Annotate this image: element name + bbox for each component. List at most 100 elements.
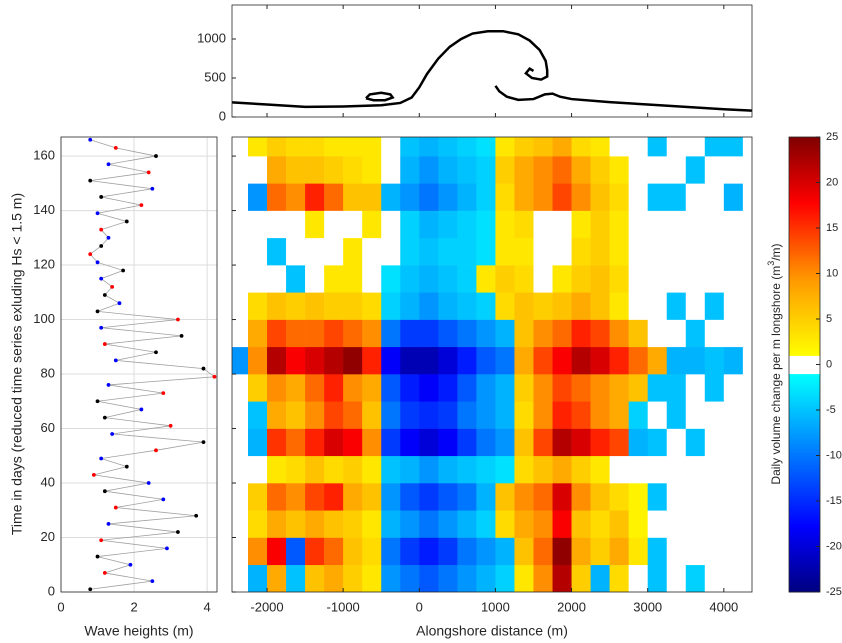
- heatmap-cell: [267, 156, 287, 184]
- heatmap-cell: [232, 537, 249, 566]
- heatmap-cell: [457, 401, 477, 429]
- heatmap-cell: [438, 210, 458, 239]
- heatmap-cell: [476, 292, 496, 320]
- heatmap-cell: [286, 346, 306, 375]
- heatmap-cell: [609, 265, 629, 293]
- colorbar-swatch: [789, 200, 820, 204]
- heatmap-cell: [552, 564, 572, 592]
- colorbar-swatch: [789, 523, 820, 527]
- heatmap-cell: [514, 537, 534, 566]
- heatmap-cell: [362, 319, 382, 348]
- heatmap-cell: [609, 374, 629, 402]
- heatmap-cell: [476, 401, 496, 429]
- heatmap-cell: [590, 319, 610, 348]
- wave-height-point: [168, 423, 173, 428]
- colorbar-swatch: [789, 193, 820, 197]
- wave-height-point: [106, 235, 111, 240]
- heatmap-cell: [685, 210, 706, 239]
- wave-height-point: [121, 268, 126, 273]
- colorbar-swatch: [789, 355, 820, 359]
- colorbar-swatch: [789, 319, 820, 322]
- y-tick-label: 500: [204, 69, 226, 84]
- colorbar-swatch: [789, 387, 820, 391]
- wave-height-point: [150, 186, 155, 191]
- wave-height-point: [165, 546, 169, 551]
- heatmap-cell: [590, 137, 610, 157]
- heatmap-cell: [247, 137, 268, 157]
- heatmap-cell: [514, 237, 534, 266]
- wave-height-point: [113, 145, 118, 150]
- colorbar-tick-label: -20: [826, 540, 842, 552]
- x-axis-label: Alongshore distance (m): [416, 623, 568, 639]
- colorbar-swatch: [789, 262, 820, 265]
- heatmap-cell: [438, 237, 458, 266]
- heatmap-cell: [324, 428, 344, 457]
- colorbar-swatch: [789, 273, 820, 277]
- colorbar-swatch: [789, 234, 820, 238]
- heatmap-cell: [232, 183, 249, 211]
- heatmap-cell: [267, 137, 287, 157]
- heatmap-cell: [400, 537, 420, 566]
- colorbar-swatch: [789, 312, 820, 315]
- heatmap-cell: [457, 510, 477, 538]
- heatmap-cell: [476, 319, 496, 348]
- colorbar-swatch: [789, 168, 820, 172]
- heatmap-cell: [666, 292, 687, 320]
- heatmap-cell: [552, 292, 572, 320]
- heatmap-cell: [343, 401, 363, 429]
- x-tick-label: 4: [204, 599, 211, 614]
- heatmap-cell: [742, 374, 752, 402]
- heatmap-cell: [533, 346, 553, 375]
- wave-height-point: [146, 170, 151, 175]
- heatmap-cell: [343, 510, 363, 538]
- wave-height-point: [154, 448, 158, 453]
- colorbar-swatch: [789, 403, 820, 406]
- heatmap-cell: [381, 428, 401, 457]
- heatmap-cell: [647, 374, 668, 402]
- heatmap-cell: [305, 137, 325, 157]
- colorbar-swatch: [789, 555, 820, 559]
- colorbar-swatch: [789, 271, 820, 274]
- heatmap-cell: [609, 401, 629, 429]
- heatmap-cell: [305, 237, 325, 266]
- heatmap-cell: [419, 265, 439, 293]
- heatmap-cell: [533, 156, 553, 184]
- colorbar-swatch: [789, 380, 820, 384]
- heatmap-cell: [723, 156, 744, 184]
- heatmap-cell: [438, 455, 458, 484]
- heatmap-cell: [305, 292, 325, 320]
- colorbar-swatch: [789, 462, 820, 466]
- wave-height-point: [102, 489, 107, 494]
- colorbar-swatch: [789, 546, 820, 550]
- heatmap-cell: [590, 292, 610, 320]
- heatmap-cell: [476, 210, 496, 239]
- heatmap-cell: [533, 183, 553, 211]
- y-tick-label: 80: [41, 365, 55, 380]
- colorbar-swatch: [789, 437, 820, 441]
- heatmap-cell: [685, 374, 706, 402]
- heatmap-cell: [267, 455, 287, 484]
- heatmap-cell: [381, 319, 401, 348]
- colorbar-swatch: [789, 198, 820, 202]
- wave-height-point: [88, 178, 93, 183]
- heatmap-cell: [247, 374, 268, 402]
- colorbar-swatch: [789, 485, 820, 488]
- colorbar-swatch: [789, 510, 820, 513]
- heatmap-cell: [552, 210, 572, 239]
- heatmap-cell: [514, 156, 534, 184]
- heatmap-cell: [324, 265, 344, 293]
- heatmap-cell: [400, 374, 420, 402]
- colorbar-swatch: [789, 148, 820, 152]
- heatmap-cell: [571, 137, 591, 157]
- y-tick-label: 120: [33, 256, 55, 271]
- wave-height-point: [124, 464, 129, 469]
- heatmap-cell: [495, 183, 515, 211]
- colorbar-swatch: [789, 425, 820, 429]
- colorbar-swatch: [789, 268, 820, 272]
- heatmap-cell: [267, 210, 287, 239]
- heatmap-cell: [419, 237, 439, 266]
- heatmap-cell: [400, 137, 420, 157]
- heatmap-cell: [457, 374, 477, 402]
- heatmap-cell: [628, 483, 648, 511]
- heatmap-cell: [571, 265, 591, 293]
